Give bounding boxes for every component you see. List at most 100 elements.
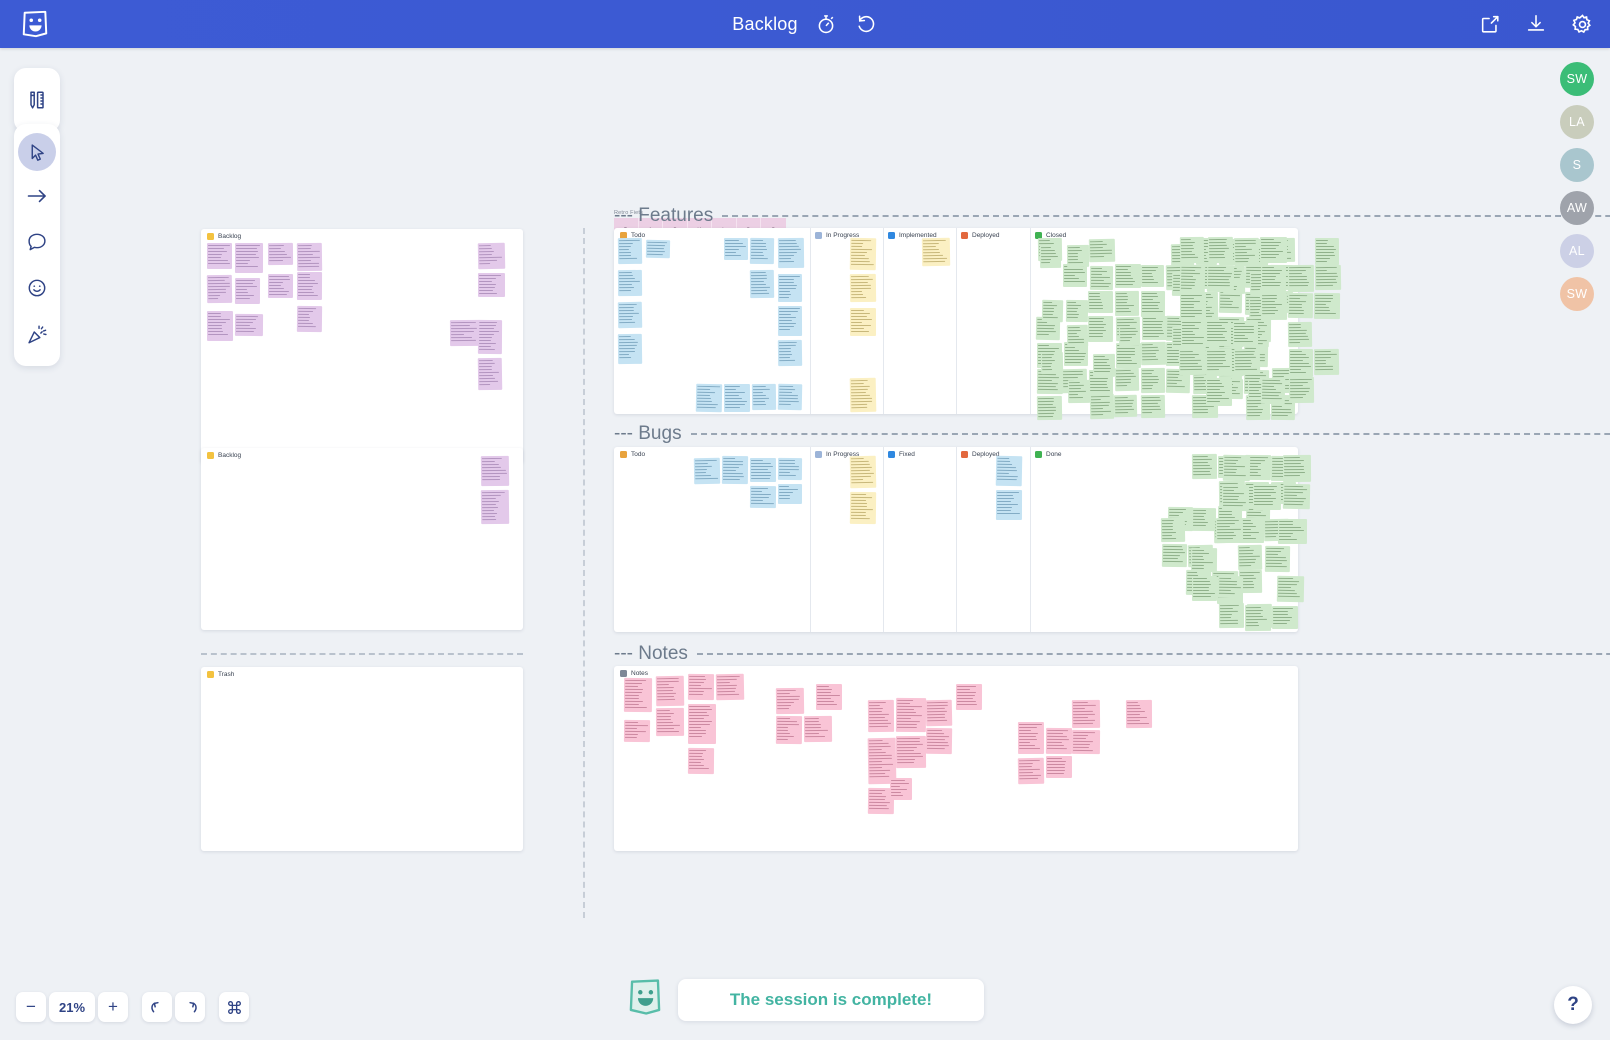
sticky-note[interactable] xyxy=(617,333,643,365)
sticky-note[interactable] xyxy=(687,673,715,701)
sticky-note[interactable] xyxy=(777,237,805,269)
sticky-note[interactable] xyxy=(477,357,503,391)
sticky-note[interactable] xyxy=(815,683,843,711)
zoom-in-button[interactable]: + xyxy=(98,992,128,1022)
avatar[interactable]: SW xyxy=(1560,277,1594,311)
sticky-note[interactable] xyxy=(655,675,685,707)
sticky-note[interactable] xyxy=(889,777,913,801)
sticky-note[interactable] xyxy=(1222,484,1250,511)
sticky-note[interactable] xyxy=(1234,237,1260,266)
sticky-note[interactable] xyxy=(477,272,506,298)
sticky-note[interactable] xyxy=(1088,238,1115,262)
sticky-note[interactable] xyxy=(1115,343,1142,368)
column-header-deployed[interactable]: Deployed xyxy=(961,232,999,239)
sticky-note[interactable] xyxy=(234,313,264,337)
sticky-note[interactable] xyxy=(1207,236,1233,263)
select-tool[interactable] xyxy=(18,133,56,171)
sticky-note[interactable] xyxy=(296,242,323,272)
sticky-note[interactable] xyxy=(267,242,294,266)
sticky-note[interactable] xyxy=(1066,244,1090,267)
zoom-level[interactable]: 21% xyxy=(49,992,95,1022)
sticky-note[interactable] xyxy=(775,715,803,745)
sticky-note[interactable] xyxy=(749,269,775,299)
sticky-note[interactable] xyxy=(1161,544,1188,569)
sticky-note[interactable] xyxy=(296,305,323,333)
column-header-todo[interactable]: Todo xyxy=(620,232,645,239)
sticky-note[interactable] xyxy=(1180,320,1206,349)
sticky-note[interactable] xyxy=(1191,575,1218,601)
sticky-note[interactable] xyxy=(1260,237,1288,264)
sticky-note[interactable] xyxy=(1314,265,1341,291)
sticky-note[interactable] xyxy=(1066,299,1089,322)
column-header-in-progress[interactable]: In Progress xyxy=(815,232,859,239)
arrow-tool[interactable] xyxy=(18,175,56,217)
sticky-note[interactable] xyxy=(480,455,510,487)
sticky-note[interactable] xyxy=(1039,244,1061,269)
sticky-note[interactable] xyxy=(1244,604,1271,631)
stopwatch-icon[interactable] xyxy=(814,12,838,36)
sticky-note[interactable] xyxy=(1140,367,1166,394)
column-header-notes[interactable]: Notes xyxy=(620,670,648,677)
sticky-note[interactable] xyxy=(1179,237,1205,264)
avatar[interactable]: LA xyxy=(1560,105,1594,139)
column-header-closed[interactable]: Closed xyxy=(1035,232,1066,239)
sticky-note[interactable] xyxy=(1067,324,1089,348)
comment-tool[interactable] xyxy=(18,221,56,263)
sticky-note[interactable] xyxy=(1314,293,1341,320)
sticky-note[interactable] xyxy=(1288,265,1315,293)
sticky-note[interactable] xyxy=(234,277,261,305)
sticky-note[interactable] xyxy=(1071,729,1101,755)
panel-trash[interactable]: Trash xyxy=(201,667,523,851)
sticky-note[interactable] xyxy=(234,242,264,274)
sticky-note[interactable] xyxy=(1222,454,1251,482)
sticky-note[interactable] xyxy=(480,489,510,525)
sticky-note[interactable] xyxy=(617,301,643,329)
sticky-note[interactable] xyxy=(895,735,927,769)
sticky-note[interactable] xyxy=(1036,395,1062,421)
sticky-note[interactable] xyxy=(925,699,953,727)
sticky-note[interactable] xyxy=(1062,264,1087,288)
sticky-note[interactable] xyxy=(1160,518,1185,543)
sticky-note[interactable] xyxy=(1017,721,1045,755)
sticky-note[interactable] xyxy=(687,703,717,745)
avatar[interactable]: SW xyxy=(1560,62,1594,96)
sticky-note[interactable] xyxy=(925,727,953,755)
zoom-out-button[interactable]: − xyxy=(16,992,46,1022)
sticky-note[interactable] xyxy=(955,683,983,711)
sticky-note[interactable] xyxy=(1233,348,1261,376)
sticky-note[interactable] xyxy=(867,699,895,733)
sticky-note[interactable] xyxy=(749,237,775,265)
sticky-note[interactable] xyxy=(1041,299,1064,323)
redo-icon[interactable] xyxy=(175,992,205,1022)
sticky-note[interactable] xyxy=(1017,757,1045,785)
sticky-note[interactable] xyxy=(695,383,723,413)
sticky-note[interactable] xyxy=(1315,237,1340,265)
sticky-note[interactable] xyxy=(723,237,749,261)
sticky-note[interactable] xyxy=(777,339,803,367)
sticky-note[interactable] xyxy=(1088,291,1114,314)
sticky-note[interactable] xyxy=(1089,265,1114,290)
sticky-note[interactable] xyxy=(645,239,671,259)
download-icon[interactable] xyxy=(1524,12,1548,36)
sticky-note[interactable] xyxy=(1261,377,1286,405)
sticky-note[interactable] xyxy=(1272,605,1299,629)
sticky-note[interactable] xyxy=(623,677,653,713)
sticky-note[interactable] xyxy=(803,715,833,743)
share-icon[interactable] xyxy=(1478,12,1502,36)
sticky-note[interactable] xyxy=(617,269,643,297)
sticky-note[interactable] xyxy=(1140,394,1166,419)
sticky-note[interactable] xyxy=(1114,290,1139,316)
sticky-note[interactable] xyxy=(1089,393,1114,420)
sticky-note[interactable] xyxy=(1140,291,1166,317)
sticky-note[interactable] xyxy=(1141,265,1165,288)
sticky-note[interactable] xyxy=(1313,349,1340,376)
avatar[interactable]: S xyxy=(1560,148,1594,182)
sticky-note[interactable] xyxy=(849,491,877,525)
sticky-note[interactable] xyxy=(1206,348,1233,376)
sticky-note[interactable] xyxy=(206,242,233,270)
sticky-note[interactable] xyxy=(1277,519,1307,545)
sticky-note[interactable] xyxy=(1141,341,1167,365)
sticky-note[interactable] xyxy=(777,483,803,505)
sticky-note[interactable] xyxy=(1253,483,1282,510)
sticky-note[interactable] xyxy=(1180,293,1207,322)
